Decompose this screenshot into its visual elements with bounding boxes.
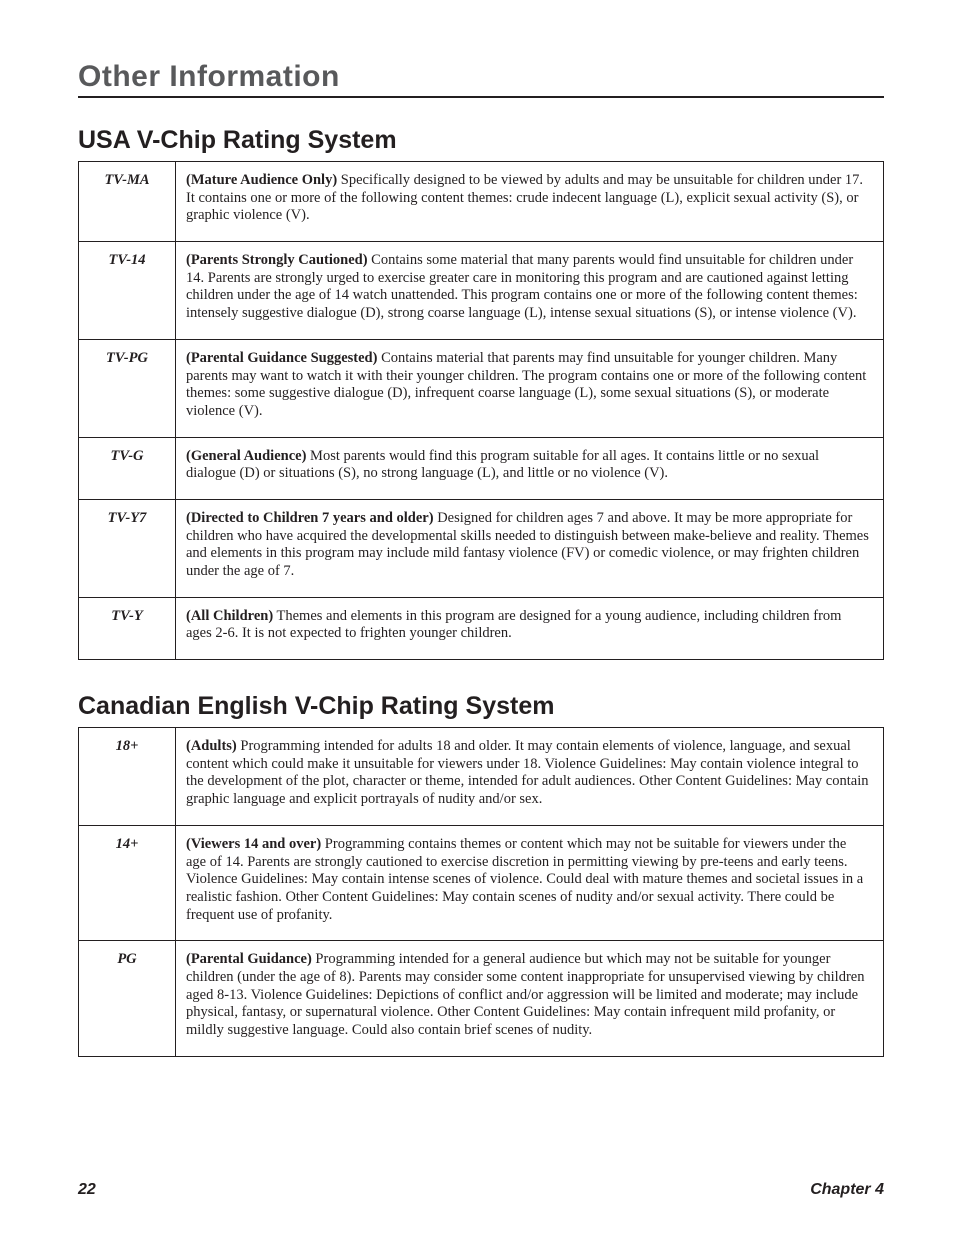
rating-label: (Mature Audience Only) xyxy=(186,172,337,188)
rating-label: (Parents Strongly Cautioned) xyxy=(186,252,368,268)
rating-description: (Parents Strongly Cautioned) Contains so… xyxy=(176,242,884,340)
chapter-label: Chapter 4 xyxy=(810,1181,884,1199)
rating-description: (All Children) Themes and elements in th… xyxy=(176,597,884,659)
table-row: 14+(Viewers 14 and over) Programming con… xyxy=(79,825,884,940)
rating-text: Programming intended for adults 18 and o… xyxy=(186,738,868,807)
page: Other Information USA V-Chip Rating Syst… xyxy=(0,0,954,1235)
rating-text: Themes and elements in this program are … xyxy=(186,608,841,642)
rating-code: TV-G xyxy=(79,437,176,499)
usa-ratings-table: TV-MA(Mature Audience Only) Specifically… xyxy=(78,161,884,660)
rating-label: (Parental Guidance Suggested) xyxy=(186,350,377,366)
table-row: TV-MA(Mature Audience Only) Specifically… xyxy=(79,162,884,242)
rating-code: TV-Y xyxy=(79,597,176,659)
rating-code: TV-Y7 xyxy=(79,499,176,597)
rating-description: (Adults) Programming intended for adults… xyxy=(176,728,884,826)
page-footer: 22 Chapter 4 xyxy=(78,1181,884,1199)
rating-label: (Parental Guidance) xyxy=(186,951,312,967)
rating-description: (Parental Guidance Suggested) Contains m… xyxy=(176,339,884,437)
rating-label: (Viewers 14 and over) xyxy=(186,836,321,852)
table-row: TV-G(General Audience) Most parents woul… xyxy=(79,437,884,499)
rating-code: TV-MA xyxy=(79,162,176,242)
table-row: TV-PG(Parental Guidance Suggested) Conta… xyxy=(79,339,884,437)
rating-label: (Directed to Children 7 years and older) xyxy=(186,510,434,526)
rating-code: TV-14 xyxy=(79,242,176,340)
rating-description: (Directed to Children 7 years and older)… xyxy=(176,499,884,597)
rating-label: (Adults) xyxy=(186,738,237,754)
rating-label: (All Children) xyxy=(186,608,273,624)
usa-section-title: USA V-Chip Rating System xyxy=(78,126,884,155)
table-row: TV-Y(All Children) Themes and elements i… xyxy=(79,597,884,659)
rating-description: (Mature Audience Only) Specifically desi… xyxy=(176,162,884,242)
rating-code: TV-PG xyxy=(79,339,176,437)
rating-code: PG xyxy=(79,941,176,1056)
canadian-section-title: Canadian English V-Chip Rating System xyxy=(78,692,884,721)
table-row: TV-Y7(Directed to Children 7 years and o… xyxy=(79,499,884,597)
rating-description: (Viewers 14 and over) Programming contai… xyxy=(176,825,884,940)
rating-description: (Parental Guidance) Programming intended… xyxy=(176,941,884,1056)
table-row: 18+(Adults) Programming intended for adu… xyxy=(79,728,884,826)
rating-code: 14+ xyxy=(79,825,176,940)
rating-description: (General Audience) Most parents would fi… xyxy=(176,437,884,499)
table-row: TV-14(Parents Strongly Cautioned) Contai… xyxy=(79,242,884,340)
canadian-ratings-table: 18+(Adults) Programming intended for adu… xyxy=(78,727,884,1057)
page-number: 22 xyxy=(78,1181,96,1199)
page-header: Other Information xyxy=(78,60,884,98)
rating-label: (General Audience) xyxy=(186,448,306,464)
rating-code: 18+ xyxy=(79,728,176,826)
table-row: PG(Parental Guidance) Programming intend… xyxy=(79,941,884,1056)
